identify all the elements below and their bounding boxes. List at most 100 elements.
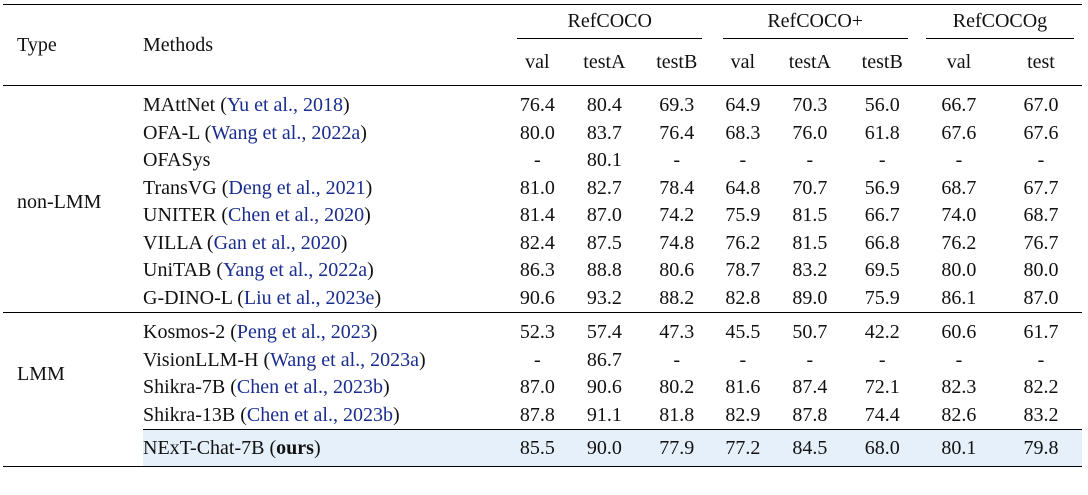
- citation-link[interactable]: Wang et al., 2022a: [211, 121, 361, 144]
- value-cell: 82.9: [725, 403, 761, 426]
- value-cell: 81.5: [792, 204, 828, 227]
- value-cell: 60.6: [941, 321, 977, 344]
- table-row: G-DINO-L (Liu et al., 2023e) 90.6 93.2 88.2…: [3, 284, 1082, 312]
- value-cell: 82.7: [586, 176, 622, 199]
- value-cell: -: [1037, 149, 1045, 172]
- value-cell: 93.2: [586, 286, 622, 309]
- method-cell: MAttNet (Yu et al., 2018): [143, 94, 350, 117]
- value-cell: 89.0: [792, 286, 828, 309]
- citation-link[interactable]: Yang et al., 2022a: [223, 259, 368, 282]
- method-cell: Shikra-7B (Chen et al., 2023b): [143, 376, 390, 399]
- citation-link[interactable]: Liu et al., 2023e: [243, 286, 375, 309]
- value-cell: 75.9: [725, 204, 761, 227]
- table-row: Shikra-13B (Chen et al., 2023b) 87.8 91.1 8…: [3, 401, 1082, 429]
- value-cell: 50.7: [792, 321, 828, 344]
- value-cell: 84.5: [773, 428, 847, 466]
- value-cell: 69.5: [864, 259, 900, 282]
- value-cell: 52.3: [519, 321, 555, 344]
- refcocoplus-header: RefCOCO+: [712, 5, 917, 39]
- value-cell: 67.7: [1023, 176, 1059, 199]
- value-cell: -: [806, 348, 814, 371]
- value-cell: 61.7: [1023, 321, 1059, 344]
- citation-link[interactable]: Deng et al., 2021: [228, 176, 366, 199]
- value-cell: -: [534, 149, 541, 172]
- value-cell: 56.0: [864, 94, 900, 117]
- value-cell: 81.4: [519, 204, 555, 227]
- type-cell: LMM: [17, 362, 65, 385]
- value-cell: 57.4: [586, 321, 622, 344]
- table-row: Shikra-7B (Chen et al., 2023b) 87.0 90.6 80…: [3, 374, 1082, 402]
- ours-tag: ours: [276, 436, 314, 459]
- value-cell: 86.7: [586, 348, 622, 371]
- value-cell: 64.9: [725, 94, 761, 117]
- value-cell: 80.0: [1023, 259, 1059, 282]
- value-cell: 82.3: [941, 376, 977, 399]
- value-cell: 90.0: [567, 428, 642, 466]
- value-cell: 72.1: [864, 376, 900, 399]
- empty-type-cell: [3, 429, 143, 466]
- value-cell: 74.2: [659, 204, 695, 227]
- value-cell: 68.7: [941, 176, 977, 199]
- value-cell: 67.6: [1023, 121, 1059, 144]
- value-cell: 76.0: [792, 121, 828, 144]
- subcol-header: testA: [583, 50, 626, 73]
- citation-link[interactable]: Gan et al., 2020: [213, 231, 341, 254]
- method-name: UniTAB: [143, 259, 212, 282]
- subcol-header: val: [525, 50, 550, 73]
- method-cell: NExT-Chat-7B (ours): [143, 428, 507, 466]
- value-cell: 76.4: [519, 94, 555, 117]
- value-cell: 56.9: [864, 176, 900, 199]
- value-cell: 80.0: [941, 259, 977, 282]
- value-cell: 45.5: [725, 321, 761, 344]
- method-cell: Kosmos-2 (Peng et al., 2023): [143, 321, 378, 344]
- method-name: NExT-Chat-7B: [143, 436, 265, 459]
- methods-header: Methods: [143, 33, 213, 56]
- value-cell: 66.8: [864, 231, 900, 254]
- table-row: VILLA (Gan et al., 2020) 82.4 87.5 74.8 76.2…: [3, 229, 1082, 257]
- method-cell: G-DINO-L (Liu et al., 2023e): [143, 286, 382, 309]
- citation-link[interactable]: Yu et al., 2018: [226, 94, 343, 117]
- table-body: non-LMM MAttNet (Yu et al., 2018) 76.4 80.4…: [3, 85, 1082, 466]
- value-cell: 80.1: [917, 428, 1000, 466]
- value-cell: -: [673, 149, 681, 172]
- method-name: TransVG: [143, 176, 217, 199]
- value-cell: -: [739, 348, 747, 371]
- method-name: OFASys: [143, 149, 211, 172]
- method-name: MAttNet: [143, 94, 216, 117]
- value-cell: 90.6: [586, 376, 622, 399]
- method-name: VisionLLM-H: [143, 348, 259, 371]
- citation-link[interactable]: Chen et al., 2023b: [246, 403, 393, 426]
- citation-link[interactable]: Chen et al., 2023b: [236, 376, 383, 399]
- value-cell: 87.0: [1023, 286, 1059, 309]
- method-name: Shikra-13B: [143, 403, 236, 426]
- value-cell: 77.9: [641, 428, 713, 466]
- citation-link[interactable]: Chen et al., 2020: [228, 204, 365, 227]
- value-cell: 80.2: [659, 376, 695, 399]
- value-cell: 70.3: [792, 94, 828, 117]
- results-table: Type Methods RefCOCO RefCOCO+ RefCOCOg v…: [3, 4, 1082, 467]
- method-name: G-DINO-L: [143, 286, 233, 309]
- value-cell: 87.5: [586, 231, 622, 254]
- method-name: Kosmos-2: [143, 321, 226, 344]
- method-name: UNITER: [143, 204, 217, 227]
- value-cell: 78.7: [725, 259, 761, 282]
- value-cell: 83.7: [586, 121, 622, 144]
- value-cell: 74.4: [864, 403, 900, 426]
- value-cell: 83.2: [792, 259, 828, 282]
- value-cell: 87.4: [792, 376, 828, 399]
- value-cell: 66.7: [864, 204, 900, 227]
- value-cell: 68.0: [846, 428, 918, 466]
- citation-link[interactable]: Wang et al., 2023a: [270, 348, 420, 371]
- value-cell: 85.5: [507, 428, 568, 466]
- value-cell: 68.7: [1023, 204, 1059, 227]
- value-cell: -: [534, 348, 541, 371]
- value-cell: 68.3: [725, 121, 761, 144]
- value-cell: 78.4: [659, 176, 695, 199]
- type-header: Type: [17, 33, 57, 56]
- subcol-header: testB: [656, 50, 698, 73]
- value-cell: 80.0: [519, 121, 555, 144]
- value-cell: 82.4: [519, 231, 555, 254]
- citation-link[interactable]: Peng et al., 2023: [236, 321, 371, 344]
- value-cell: 87.8: [519, 403, 555, 426]
- table-row: VisionLLM-H (Wang et al., 2023a) - 86.7 - - -…: [3, 346, 1082, 374]
